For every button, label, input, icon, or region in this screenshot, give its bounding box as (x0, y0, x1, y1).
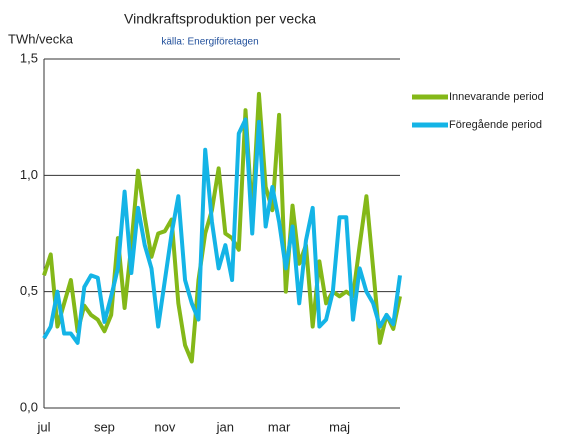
chart-title: Vindkraftsproduktion per vecka (124, 11, 316, 27)
y-tick-label: 1,5 (20, 50, 38, 65)
x-tick-label: mar (268, 419, 291, 434)
x-tick-label: nov (154, 419, 175, 434)
series-line (42, 117, 402, 345)
series-line (42, 91, 402, 364)
y-tick-label: 0,5 (20, 283, 38, 298)
y-tick-label: 1,0 (20, 167, 38, 182)
legend-label: Föregående period (449, 119, 542, 131)
x-tick-label: sep (94, 419, 115, 434)
legend-label: Innevarande period (449, 91, 544, 103)
y-axis-label: TWh/vecka (8, 31, 74, 46)
x-tick-label: jan (216, 419, 234, 434)
chart-subtitle: källa: Energiföretagen (161, 37, 258, 48)
x-tick-label: jul (36, 419, 50, 434)
x-tick-label: maj (329, 419, 350, 434)
y-tick-label: 0,0 (20, 399, 38, 414)
